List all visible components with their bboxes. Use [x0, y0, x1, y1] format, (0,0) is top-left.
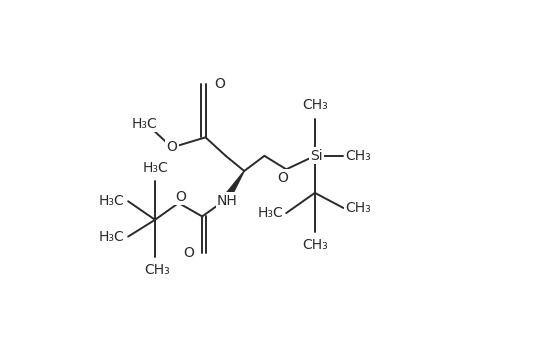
Text: NH: NH [217, 194, 238, 208]
Polygon shape [222, 171, 244, 201]
Text: CH₃: CH₃ [302, 238, 328, 252]
Text: CH₃: CH₃ [302, 98, 328, 113]
Text: O: O [175, 190, 186, 204]
Text: CH₃: CH₃ [345, 201, 371, 215]
Text: O: O [277, 171, 288, 185]
Text: O: O [214, 77, 225, 91]
Text: CH₃: CH₃ [345, 149, 371, 163]
Text: H₃C: H₃C [99, 229, 125, 244]
Text: O: O [183, 247, 194, 260]
Text: O: O [166, 141, 177, 155]
Text: H₃C: H₃C [99, 194, 125, 208]
Text: Si: Si [310, 149, 323, 163]
Text: H₃C: H₃C [257, 206, 283, 220]
Text: H₃C: H₃C [132, 117, 158, 131]
Text: CH₃: CH₃ [144, 263, 170, 277]
Text: H₃C: H₃C [142, 161, 168, 175]
